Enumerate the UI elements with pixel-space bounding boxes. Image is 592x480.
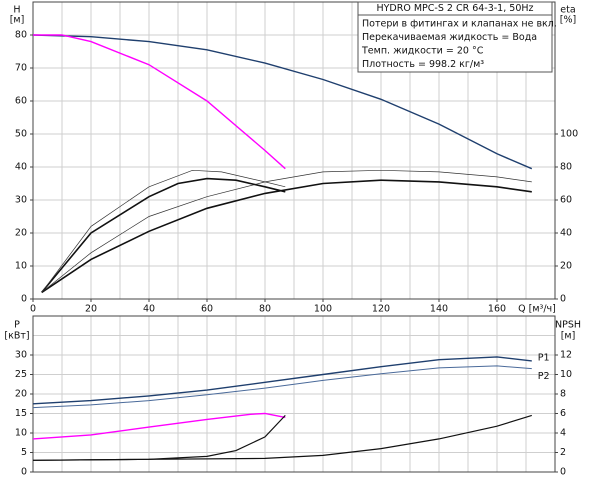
y-tick-label: 80 xyxy=(15,30,27,41)
curve-label: P2 xyxy=(538,371,550,382)
x-tick-label: 140 xyxy=(430,304,448,315)
x-tick-label: 40 xyxy=(143,304,155,315)
y2-axis-label: NPSH xyxy=(555,320,581,331)
y-tick-label: 40 xyxy=(15,162,27,173)
y-tick-label: 0 xyxy=(21,294,27,305)
y2-tick-label: 2 xyxy=(560,447,566,458)
x-tick-label: 0 xyxy=(30,304,36,315)
y-axis-label: [м] xyxy=(10,15,25,26)
y-axis-label: P xyxy=(14,320,20,331)
y-axis-label: [кВт] xyxy=(4,331,29,342)
x-tick-label: 60 xyxy=(201,304,213,315)
info-line: Плотность = 998.2 кг/м³ xyxy=(362,59,484,70)
y-tick-label: 0 xyxy=(21,467,27,478)
y2-tick-label: 10 xyxy=(560,369,572,380)
info-box: HYDRO MPC-S 2 CR 64-3-1, 50Hz Потери в фи… xyxy=(357,1,557,73)
curve xyxy=(32,34,533,170)
y-tick-label: 50 xyxy=(15,129,27,140)
curve xyxy=(32,414,532,461)
y2-tick-label: 40 xyxy=(560,228,572,239)
curve xyxy=(33,34,286,170)
y-tick-label: 10 xyxy=(15,428,27,439)
curve xyxy=(41,169,286,293)
x-tick-label: 160 xyxy=(488,304,506,315)
y-tick-label: 20 xyxy=(15,228,27,239)
curve xyxy=(41,177,286,293)
x-axis-label: Q [м³/ч] xyxy=(518,304,556,315)
y-tick-label: 30 xyxy=(15,350,27,361)
y2-tick-label: 20 xyxy=(560,261,572,272)
curve xyxy=(41,179,532,294)
y2-tick-label: 0 xyxy=(560,294,566,305)
y2-tick-label: 8 xyxy=(560,389,566,400)
curve xyxy=(41,169,532,293)
curve xyxy=(32,412,286,440)
y-tick-label: 15 xyxy=(15,408,27,419)
y-tick-label: 25 xyxy=(15,369,27,380)
y-axis-label: H xyxy=(13,5,20,16)
y2-tick-label: 12 xyxy=(560,350,572,361)
curve xyxy=(32,356,532,405)
y-tick-label: 20 xyxy=(15,389,27,400)
x-tick-label: 100 xyxy=(314,304,332,315)
y-tick-label: 30 xyxy=(15,195,27,206)
info-line: Перекачиваемая жидкость = Вода xyxy=(362,32,537,43)
plot-frame xyxy=(32,1,556,300)
y2-tick-label: 4 xyxy=(560,428,566,439)
curve xyxy=(32,365,532,409)
y2-axis-label: eta xyxy=(560,5,575,16)
y-tick-label: 10 xyxy=(15,261,27,272)
info-box-frame xyxy=(357,1,553,73)
y-tick-label: 5 xyxy=(21,447,27,458)
curve-label: P1 xyxy=(538,352,550,363)
y2-axis-label: [м] xyxy=(561,331,576,342)
x-tick-label: 80 xyxy=(259,304,271,315)
info-line: Потери в фитингах и клапанах не вкл. xyxy=(362,19,557,30)
y-tick-label: 60 xyxy=(15,96,27,107)
curve xyxy=(32,414,286,461)
y2-tick-label: 60 xyxy=(560,195,572,206)
info-line: Темп. жидкости = 20 °C xyxy=(361,46,484,57)
x-tick-label: 120 xyxy=(372,304,390,315)
y2-axis-label: [%] xyxy=(560,15,576,26)
x-tick-label: 20 xyxy=(85,304,97,315)
y-tick-label: 70 xyxy=(15,63,27,74)
info-line: HYDRO MPC-S 2 CR 64-3-1, 50Hz xyxy=(376,3,533,14)
y2-tick-label: 6 xyxy=(560,408,566,419)
y2-tick-label: 80 xyxy=(560,162,572,173)
y2-tick-label: 0 xyxy=(560,467,566,478)
y2-tick-label: 100 xyxy=(560,129,578,140)
